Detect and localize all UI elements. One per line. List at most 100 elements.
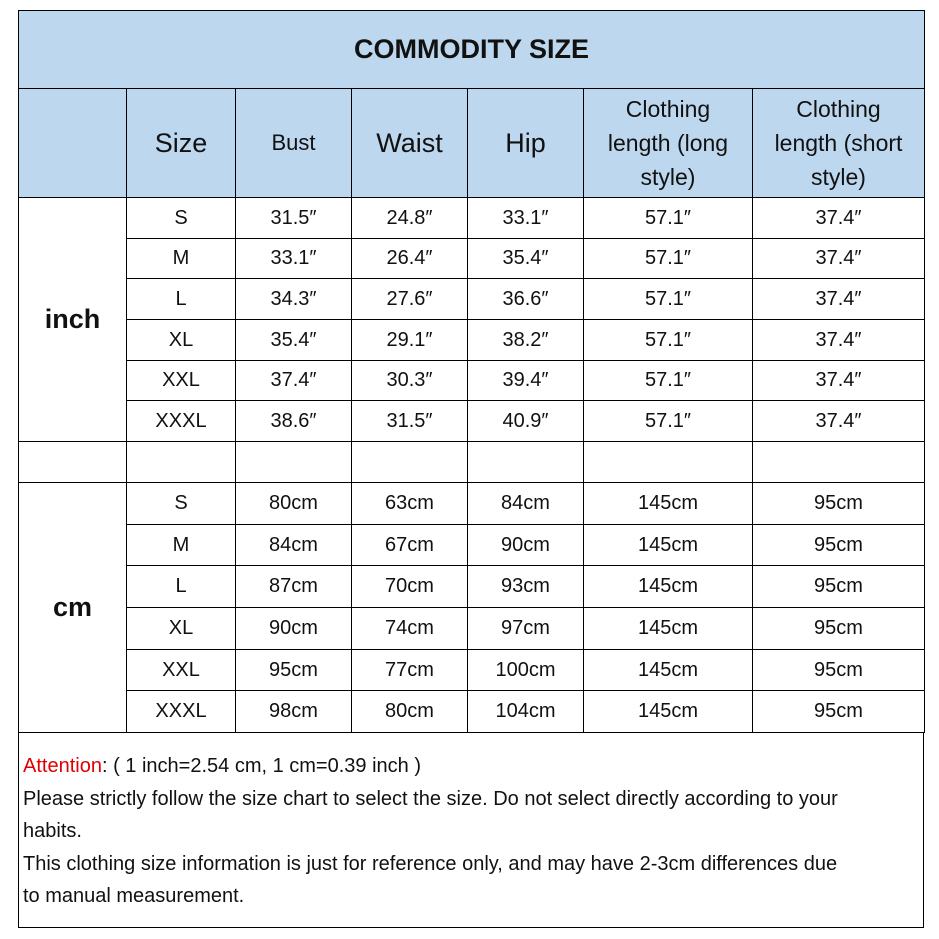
cell-text: 95cm — [814, 492, 863, 514]
table-cell: 77cm — [351, 649, 468, 691]
cell-text: M — [172, 533, 190, 556]
table-cell: 95cm — [752, 524, 925, 566]
cell-text: Clothing length (short style) — [774, 96, 903, 190]
table-cell: 37.4″ — [752, 400, 925, 442]
cell-text: XL — [168, 328, 194, 351]
cell-text: 33.1″ — [502, 206, 549, 229]
cell-text: 38.6″ — [270, 409, 317, 432]
column-header: Clothing length (short style) — [752, 88, 925, 198]
cell-text: M — [172, 247, 190, 269]
cell-text: 39.4″ — [502, 369, 549, 391]
table-cell: L — [126, 278, 236, 320]
cell-text: 70cm — [385, 575, 434, 597]
table-cell: 24.8″ — [351, 197, 468, 239]
table-cell: 95cm — [752, 649, 925, 691]
table-cell: 57.1″ — [583, 319, 753, 361]
cell-text: 37.4″ — [815, 328, 862, 351]
table-cell: 57.1″ — [583, 197, 753, 239]
table-cell: 84cm — [235, 524, 352, 566]
table-cell: 145cm — [583, 607, 753, 650]
cell-text: 63cm — [385, 492, 434, 514]
cell-text: 24.8″ — [386, 206, 433, 229]
attention-text: : ( 1 inch=2.54 cm, 1 cm=0.39 inch ) — [101, 755, 421, 777]
table-cell: 95cm — [752, 482, 925, 525]
cell-text: 37.4″ — [815, 409, 862, 432]
cell-text: XXL — [162, 658, 200, 681]
spacer-cell — [351, 441, 468, 483]
spacer-cell — [467, 441, 584, 483]
cell-text: Size — [154, 127, 208, 158]
cell-text: 95cm — [269, 658, 318, 681]
table-cell: 27.6″ — [351, 278, 468, 320]
cell-text: 95cm — [814, 658, 863, 681]
table-cell: 33.1″ — [235, 238, 352, 279]
table-cell: M — [126, 238, 236, 279]
cell-text: 80cm — [269, 492, 318, 514]
table-cell: 145cm — [583, 524, 753, 566]
cell-text: L — [175, 575, 187, 597]
header-corner — [18, 88, 127, 198]
table-cell: 70cm — [351, 565, 468, 608]
spacer-cell — [235, 441, 352, 483]
column-header: Hip — [467, 88, 584, 198]
cell-text: 57.1″ — [644, 409, 691, 432]
cell-text: 33.1″ — [270, 247, 317, 269]
table-cell: 35.4″ — [235, 319, 352, 361]
cell-text: 97cm — [501, 617, 550, 639]
cell-text: L — [175, 287, 187, 310]
cell-text: 145cm — [637, 533, 699, 556]
table-cell: 100cm — [467, 649, 584, 691]
cell-text: 90cm — [269, 617, 318, 639]
table-cell: XXXL — [126, 690, 236, 733]
unit-label: inch — [18, 197, 127, 442]
cell-text: 95cm — [814, 700, 863, 722]
cell-text: 145cm — [637, 575, 699, 597]
table-cell: 37.4″ — [752, 319, 925, 361]
cell-text: 87cm — [269, 575, 318, 597]
table-cell: XXL — [126, 360, 236, 401]
table-cell: 33.1″ — [467, 197, 584, 239]
table-cell: 37.4″ — [752, 197, 925, 239]
table-cell: 80cm — [235, 482, 352, 525]
cell-text: 37.4″ — [815, 287, 862, 310]
cell-text: 84cm — [501, 492, 550, 514]
cell-text: 37.4″ — [815, 206, 862, 229]
table-cell: M — [126, 524, 236, 566]
cell-text: 145cm — [637, 492, 699, 514]
cell-text: Waist — [376, 127, 443, 158]
table-cell: 63cm — [351, 482, 468, 525]
table-cell: 57.1″ — [583, 400, 753, 442]
table-cell: 57.1″ — [583, 278, 753, 320]
cell-text: 95cm — [814, 617, 863, 639]
cell-text: 145cm — [637, 658, 699, 681]
cell-text: 29.1″ — [386, 328, 433, 351]
cell-text: 40.9″ — [502, 409, 549, 432]
table-cell: 80cm — [351, 690, 468, 733]
table-cell: 145cm — [583, 649, 753, 691]
cell-text: inch — [44, 304, 101, 334]
unit-label: cm — [18, 482, 127, 733]
table-cell: 37.4″ — [752, 278, 925, 320]
cell-text: Hip — [505, 127, 546, 158]
cell-text: Bust — [271, 130, 316, 155]
note: This clothing size information is just f… — [23, 852, 838, 908]
table-cell: 145cm — [583, 690, 753, 733]
table-cell: 97cm — [467, 607, 584, 650]
table-cell: XXXL — [126, 400, 236, 442]
table-cell: 95cm — [752, 690, 925, 733]
cell-text: 57.1″ — [644, 369, 691, 391]
table-cell: 93cm — [467, 565, 584, 608]
table-cell: 34.3″ — [235, 278, 352, 320]
cell-text: XXL — [162, 369, 200, 391]
cell-text: XL — [168, 617, 194, 639]
cell-text: 31.5″ — [386, 409, 433, 432]
cell-text: S — [174, 492, 188, 514]
note: Please strictly follow the size chart to… — [23, 787, 838, 843]
title-bar: COMMODITY SIZE — [18, 10, 925, 89]
cell-text: 38.2″ — [502, 328, 549, 351]
table-cell: 95cm — [752, 607, 925, 650]
cell-text: 57.1″ — [644, 287, 691, 310]
column-header: Clothing length (long style) — [583, 88, 753, 198]
table-cell: 57.1″ — [583, 360, 753, 401]
